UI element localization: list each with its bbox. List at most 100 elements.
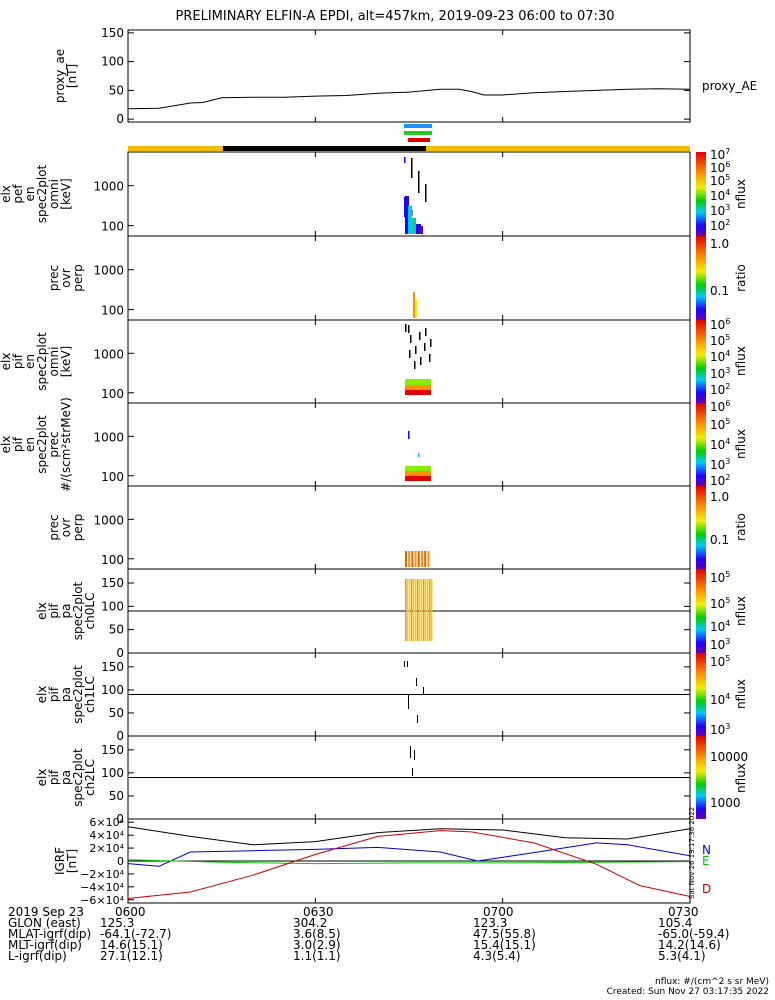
y-tick-label: 150 (101, 26, 124, 40)
spectrogram-cell (405, 471, 431, 476)
exponent: 4 (725, 349, 730, 358)
footer-value: -64.1(-72.7) (100, 927, 172, 941)
igrf-line-N (127, 842, 691, 867)
exponent: 4 (725, 619, 730, 628)
footer-value: 14.2(14.6) (658, 938, 721, 952)
y-tick-label: 100 (101, 470, 124, 484)
spectrogram-cell (405, 476, 431, 481)
igrf-series-label: E (702, 854, 710, 868)
colorbar-label: nflux (734, 679, 748, 709)
y-tick-label: 100 (101, 304, 124, 318)
y-tick-label: 1000 (93, 347, 124, 361)
y-axis-label: ch1LC (83, 676, 97, 713)
y-axis-label: ovr (59, 268, 73, 287)
footer-row: L-igrf(dip) 27.1(12.1) 1.1(1.1) 4.3(5.4) 5.3… (8, 949, 768, 963)
colorbar (696, 569, 706, 653)
y-tick-label: 100 (101, 55, 124, 69)
colorbar-tick-label: 10000 (710, 750, 748, 764)
spectrogram-cell (407, 661, 408, 667)
colorbar-label: ratio (734, 264, 748, 292)
igrf-series-label: N (702, 843, 711, 857)
spectrogram-cell (421, 579, 423, 641)
colorbar-tick-label: 105 (710, 570, 730, 585)
spectrogram-cell (410, 335, 412, 343)
exponent: 3 (725, 722, 730, 731)
spectrogram-cell (404, 661, 405, 667)
colorbar-tick-label: 104 (710, 349, 730, 364)
colorbar-tick-label: 103 (710, 722, 730, 737)
y-axis-label: ovr (59, 518, 73, 537)
spectrogram-cell (408, 551, 411, 567)
spectrogram-cell (407, 579, 409, 641)
y-axis-label: [nT] (65, 849, 79, 873)
y-axis-label: elx (35, 686, 49, 704)
y-axis-label: proxy_ae (53, 49, 67, 103)
coverage-bar-yellow-left (128, 146, 223, 151)
spectrogram-cell (409, 350, 411, 358)
status-bar-red (408, 138, 430, 142)
igrf-line-total (127, 826, 691, 846)
y-axis-label: prec (47, 431, 61, 457)
colorbar-label: nflux (734, 346, 748, 376)
y-tick-label: 1000 (93, 264, 124, 278)
spectrogram-cell (409, 579, 411, 641)
footer-value: 4.3(5.4) (473, 949, 521, 963)
footer-value: 304.2 (293, 916, 328, 930)
exponent: 3 (725, 637, 730, 646)
footer-value: 125.3 (100, 916, 135, 930)
y-tick-label: 6×10⁴ (89, 816, 124, 829)
y-axis-label: pif (11, 436, 25, 452)
y-tick-label: −6×10⁴ (80, 894, 124, 907)
exponent: 6 (725, 317, 730, 326)
y-axis-label: perp (71, 514, 85, 542)
spectrogram-cell (414, 361, 416, 369)
footer-value: 105.4 (658, 916, 693, 930)
y-axis-label: spec2plot (35, 164, 49, 223)
y-axis-label: omni (47, 179, 61, 209)
spectrogram-cell (427, 551, 430, 567)
exponent: 3 (725, 203, 730, 212)
y-axis-label: elx (35, 602, 49, 620)
y-tick-label: 100 (101, 220, 124, 234)
status-bar-blue (404, 124, 432, 128)
colorbar-tick-label: 102 (710, 473, 730, 488)
y-axis-label: spec2plot (35, 415, 49, 474)
y-axis-label: elx (0, 353, 13, 371)
y-axis-label: pa (59, 604, 73, 619)
status-bar-green (404, 131, 432, 135)
y-tick-label: 0 (117, 855, 124, 868)
footer-value: 123.3 (473, 916, 508, 930)
spectrogram-cell (405, 466, 431, 471)
y-axis-label: omni (47, 347, 61, 377)
y-axis-label: prec (47, 514, 61, 540)
footer-value: 47.5(55.8) (473, 927, 536, 941)
footer-value: -65.0(-59.4) (658, 927, 730, 941)
spectrogram-cell (427, 579, 429, 641)
igrf-line-D (127, 830, 691, 899)
y-axis-label: [keV] (59, 346, 73, 377)
spectrogram-cell (411, 551, 414, 567)
y-tick-label: 50 (109, 706, 124, 720)
spectrogram-cell (431, 579, 433, 641)
spectrogram-cell (424, 551, 427, 567)
y-tick-label: 0 (116, 646, 124, 660)
y-axis-label: ch2LC (83, 759, 97, 796)
exponent: 3 (725, 366, 730, 375)
y-tick-label: 1000 (93, 513, 124, 527)
exponent: 4 (725, 188, 730, 197)
series-label-proxy-ae: proxy_AE (702, 79, 757, 93)
spectrogram-cell (417, 551, 420, 567)
y-axis-label: #/(scm²strMeV) (59, 397, 73, 492)
panel-group: proxy_ae[nT]elxpefenspec2plotomni[keV]pr… (0, 26, 757, 907)
colorbar (696, 403, 706, 486)
y-axis-label: pif (47, 686, 61, 702)
colorbar-label: ratio (734, 513, 748, 541)
colorbar-tick-label: 103 (710, 366, 730, 381)
y-tick-label: 150 (101, 660, 124, 674)
y-axis-label: [keV] (59, 178, 73, 209)
colorbar-tick-label: 103 (710, 457, 730, 472)
y-tick-label: 50 (109, 83, 124, 97)
y-axis-label: pif (11, 353, 25, 369)
spectrogram-cell (404, 197, 406, 207)
spectrogram-cell (414, 551, 417, 567)
